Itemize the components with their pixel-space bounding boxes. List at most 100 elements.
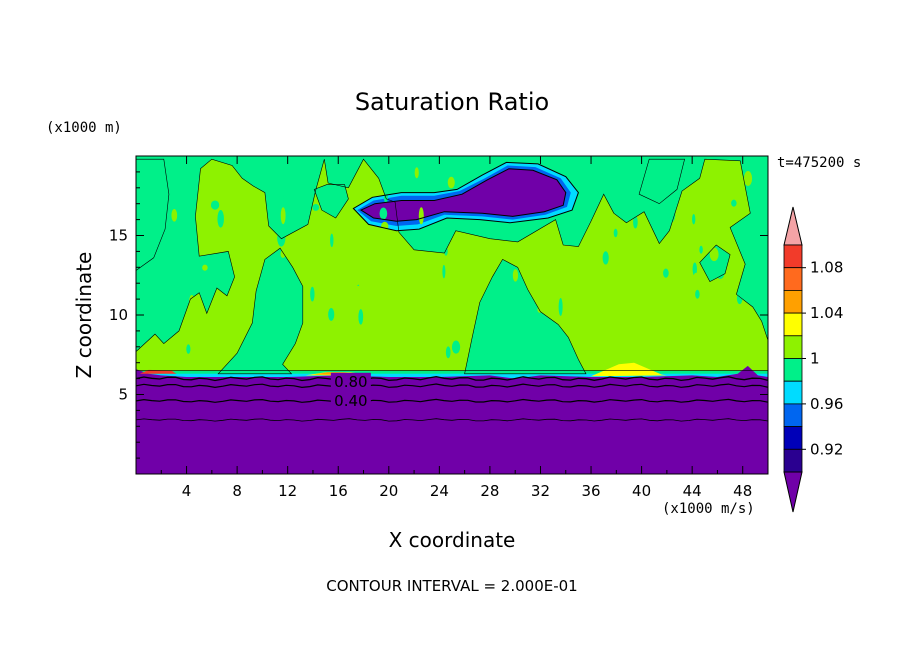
field-speckle	[328, 308, 335, 321]
contour-line	[638, 158, 685, 205]
field-speckle	[447, 176, 455, 189]
field-speckle	[736, 292, 743, 305]
contour-line	[464, 259, 587, 375]
field-speckle	[418, 207, 424, 225]
contour-line	[136, 383, 768, 389]
x-tick-label: 20	[379, 482, 398, 500]
colorbar: 1.08 1.04 1 0.96 0.92	[783, 206, 843, 513]
field-speckle	[137, 285, 144, 297]
contour-line	[136, 398, 768, 403]
field-speckle	[603, 328, 608, 345]
field-speckle	[353, 285, 363, 302]
y-tick-label: 15	[109, 227, 128, 245]
field-speckle	[280, 207, 286, 225]
colorbar-arrow-bottom	[783, 471, 803, 513]
field-speckle	[190, 346, 196, 361]
field-speckle	[280, 250, 286, 258]
x-tick-label: 44	[683, 482, 702, 500]
field-speckle	[210, 200, 220, 210]
colorbar-swatch	[783, 403, 803, 427]
field-speckle	[260, 254, 265, 261]
field-speckle	[663, 268, 669, 278]
near-saturation-region	[464, 259, 586, 374]
near-saturation-region	[136, 159, 169, 271]
field-speckle	[145, 247, 154, 265]
field-speckle	[188, 326, 194, 344]
field-speckle	[202, 264, 208, 271]
field-speckle	[236, 359, 244, 367]
contour-line	[136, 375, 768, 382]
colorbar-swatch	[783, 448, 803, 473]
x-tick-label: 12	[278, 482, 297, 500]
contour-line	[136, 158, 768, 371]
x-tick-label: 32	[531, 482, 550, 500]
near-saturation-region	[639, 159, 685, 204]
contour-line	[136, 158, 170, 271]
x-tick-label: 28	[480, 482, 499, 500]
contour-label: 0.80	[334, 373, 367, 391]
contour-line	[313, 184, 349, 219]
field-speckle	[692, 214, 696, 225]
y-tick-label: 10	[109, 306, 128, 324]
colorbar-swatch	[783, 312, 803, 337]
colorbar-swatch	[783, 358, 803, 382]
field-speckle	[716, 267, 725, 279]
field-speckle	[230, 215, 238, 230]
field-speckle	[537, 305, 543, 313]
field-speckle	[312, 203, 320, 211]
y-axis-ticks: 5 10 15	[109, 171, 768, 459]
supersaturation-patch	[591, 362, 667, 377]
colorbar-swatch	[783, 244, 803, 269]
colorbar-swatch	[783, 335, 803, 359]
field-speckle	[243, 343, 252, 362]
y-tick-label: 5	[118, 386, 128, 404]
x-tick-label: 36	[581, 482, 600, 500]
near-saturation-region	[314, 184, 349, 218]
saturation-field	[136, 156, 768, 474]
field-speckle	[558, 297, 563, 316]
field-speckle	[171, 208, 178, 222]
x-axis-unit: (x1000 m/s)	[662, 501, 755, 517]
field-speckle	[484, 352, 489, 364]
field-speckle	[381, 221, 389, 231]
field-speckle	[330, 233, 334, 248]
x-axis-label: X coordinate	[388, 528, 516, 552]
field-speckle	[613, 228, 618, 238]
colorbar-swatch	[783, 426, 803, 450]
field-speckle	[467, 270, 472, 288]
field-speckle	[451, 340, 461, 354]
contour-line	[136, 418, 768, 422]
field-speckle	[379, 207, 388, 220]
field-speckle	[279, 194, 284, 201]
dry-patch-purple	[361, 168, 566, 222]
x-tick-label: 24	[430, 482, 449, 500]
field-speckle	[503, 227, 510, 235]
field-speckle	[602, 251, 609, 265]
contour-line	[359, 168, 567, 222]
field-speckle	[760, 224, 764, 239]
field-speckle	[277, 229, 286, 247]
field-speckle	[709, 247, 719, 262]
field-speckle	[188, 295, 195, 310]
field-speckle	[692, 272, 699, 288]
field-speckle	[757, 265, 767, 279]
contour-lines	[136, 158, 768, 422]
field-speckle	[668, 204, 676, 222]
x-tick-label: 48	[733, 482, 752, 500]
colorbar-arrow-top	[783, 206, 803, 246]
chart-title: Saturation Ratio	[354, 88, 550, 116]
field-speckle	[458, 351, 464, 360]
field-speckle	[291, 277, 298, 288]
contour-label: 0.40	[334, 392, 367, 410]
field-speckle	[310, 286, 315, 302]
field-speckle	[485, 244, 490, 256]
time-label: t=475200 s	[777, 155, 862, 171]
field-speckle	[414, 167, 419, 179]
near-saturation-region	[218, 248, 303, 374]
field-speckle	[695, 289, 700, 299]
field-speckle	[687, 321, 691, 338]
colorbar-label: 1.04	[810, 304, 843, 322]
contour-line	[699, 244, 731, 283]
field-speckle	[186, 344, 191, 354]
